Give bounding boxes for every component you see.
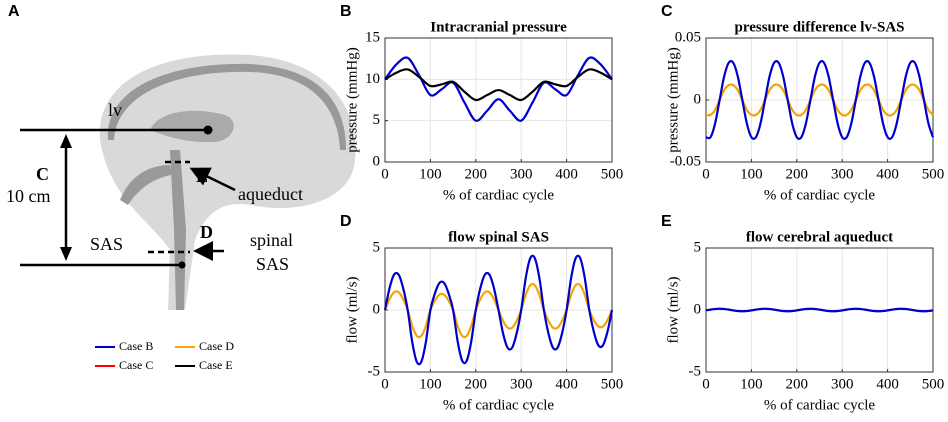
lv-label: lv: [108, 100, 122, 120]
y-tick-label: 0: [694, 301, 702, 317]
y-tick-label: -5: [689, 363, 702, 379]
x-tick-label: 400: [555, 166, 578, 182]
legend-label: Case B: [119, 339, 153, 353]
sas-label: SAS: [90, 234, 123, 254]
legend: Case B Case D Case C Case E: [95, 339, 234, 372]
x-tick-label: 0: [702, 166, 710, 182]
y-tick-label: 5: [694, 239, 702, 255]
x-tick-label: 0: [381, 166, 389, 182]
x-tick-label: 500: [601, 166, 624, 182]
y-tick-label: 5: [373, 239, 381, 255]
x-tick-label: 200: [465, 166, 488, 182]
c-label: C: [36, 164, 49, 184]
y-axis-label: flow (ml/s): [665, 276, 681, 343]
x-tick-label: 500: [601, 376, 624, 392]
x-tick-label: 300: [831, 166, 854, 182]
axes-frame: [384, 37, 613, 163]
series-line: [384, 68, 613, 102]
e-label: E: [196, 166, 208, 186]
chart-title: Intracranial pressure: [430, 19, 567, 35]
brain-diagram: [99, 54, 356, 310]
x-axis-label: % of cardiac cycle: [764, 397, 876, 413]
x-tick-label: 400: [555, 376, 578, 392]
y-tick-label: 0: [373, 153, 381, 169]
series-line: [384, 56, 613, 122]
x-tick-label: 200: [465, 376, 488, 392]
x-tick-label: 400: [876, 166, 899, 182]
x-tick-label: 400: [876, 376, 899, 392]
chart-title: pressure difference lv-SAS: [735, 19, 905, 35]
x-tick-label: 200: [786, 376, 809, 392]
panel-label: E: [661, 213, 672, 230]
series-line: [705, 60, 935, 140]
chart: 0 100 200 300 400 500 0 5 10 15 Intracranial press…: [340, 3, 623, 203]
spinal-label: SAS: [256, 254, 289, 274]
x-tick-label: 0: [702, 376, 710, 392]
panel-label: D: [340, 213, 352, 230]
x-tick-label: 500: [922, 166, 945, 182]
x-tick-label: 100: [419, 166, 442, 182]
y-tick-label: -0.05: [670, 153, 701, 169]
y-tick-label: 0: [373, 301, 381, 317]
x-tick-label: 100: [419, 376, 442, 392]
lv-point: [203, 125, 213, 135]
x-tick-label: 0: [381, 376, 389, 392]
legend-label: Case E: [199, 358, 233, 372]
sas-point: [178, 261, 186, 269]
x-tick-label: 300: [510, 166, 533, 182]
y-tick-label: 0: [694, 91, 702, 107]
panel-label: A: [8, 3, 20, 20]
x-tick-label: 100: [740, 376, 763, 392]
cisterna: [120, 165, 172, 205]
x-tick-label: 300: [831, 376, 854, 392]
ventricle: [150, 110, 234, 143]
legend-label: Case C: [119, 358, 153, 372]
x-axis-label: % of cardiac cycle: [443, 187, 555, 203]
aqueduct-arrow: [189, 167, 236, 192]
spinal-canal: [170, 150, 186, 310]
series-line: [705, 307, 934, 313]
axes-frame: [705, 37, 934, 163]
x-axis-label: % of cardiac cycle: [764, 187, 876, 203]
x-tick-label: 300: [510, 376, 533, 392]
y-axis-label: flow (ml/s): [344, 276, 360, 343]
x-axis-label: % of cardiac cycle: [443, 397, 555, 413]
x-tick-label: 200: [786, 166, 809, 182]
y-tick-label: -5: [368, 363, 381, 379]
y-tick-label: 0.05: [675, 29, 701, 45]
chart-title: flow cerebral aqueduct: [746, 229, 893, 245]
series-line: [383, 254, 614, 366]
x-tick-label: 500: [922, 376, 945, 392]
spinal-label: spinal: [250, 230, 293, 250]
panel-label: B: [340, 3, 352, 20]
arrow-heads: [60, 134, 72, 261]
chart-title: flow spinal SAS: [448, 229, 549, 245]
aqueduct-label: aqueduct: [238, 184, 303, 204]
y-axis-label: pressure (mmHg): [665, 47, 681, 152]
y-tick-label: 10: [365, 71, 380, 87]
y-axis-label: pressure (mmHg): [344, 47, 360, 152]
y-tick-label: 5: [373, 112, 381, 128]
panel-label: C: [661, 3, 673, 20]
y-tick-label: 15: [365, 29, 380, 45]
legend-label: Case D: [199, 339, 234, 353]
d-label: D: [200, 222, 213, 242]
x-tick-label: 100: [740, 166, 763, 182]
length-label: 10 cm: [6, 186, 51, 206]
